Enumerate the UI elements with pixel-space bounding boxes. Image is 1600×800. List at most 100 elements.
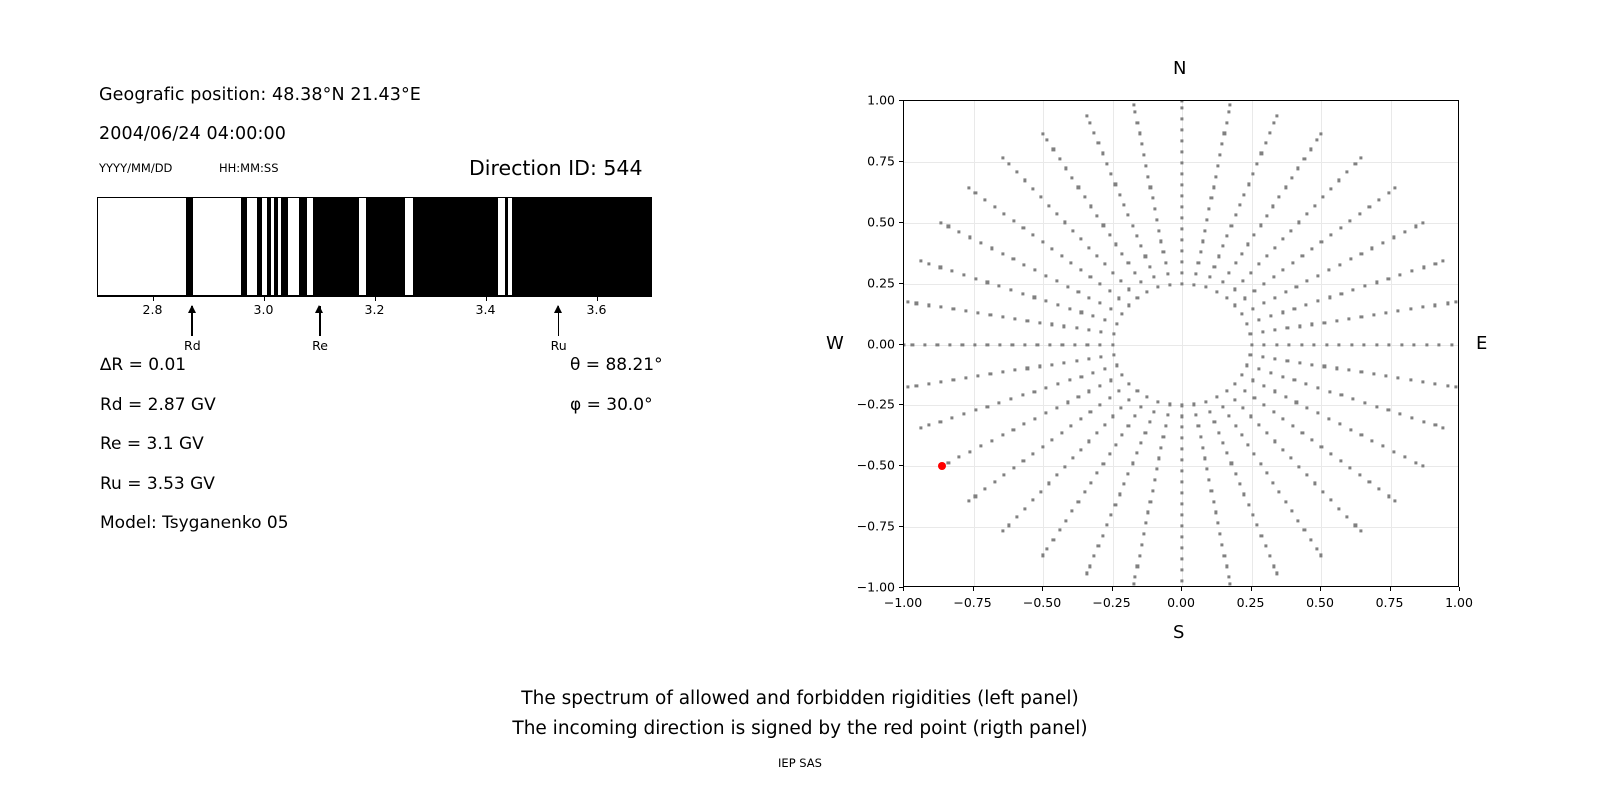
direction-point — [1377, 198, 1381, 202]
direction-point — [1283, 500, 1288, 504]
direction-point — [1058, 157, 1062, 161]
direction-point — [1345, 515, 1349, 519]
direction-point — [1087, 439, 1091, 444]
direction-point — [1095, 431, 1099, 435]
direction-point — [910, 342, 914, 347]
direction-point — [990, 246, 994, 250]
direction-point — [1305, 212, 1309, 216]
direction-point — [1070, 176, 1074, 180]
direction-point — [1316, 299, 1320, 303]
direction-point — [1215, 290, 1219, 294]
direction-point — [1298, 361, 1302, 365]
direction-point — [1316, 386, 1320, 390]
direction-point — [1113, 182, 1118, 186]
direction-point — [1363, 401, 1367, 405]
direction-point — [1001, 156, 1005, 160]
direction-point — [973, 191, 978, 195]
caption-line-1: The spectrum of allowed and forbidden ri… — [521, 688, 1079, 709]
direction-point — [1273, 328, 1277, 332]
direction-point — [1058, 528, 1062, 532]
direction-point — [1050, 247, 1054, 251]
direction-point — [1296, 166, 1300, 170]
direction-point — [1265, 471, 1269, 475]
direction-point — [1066, 285, 1070, 289]
direction-point — [1450, 342, 1454, 347]
direction-point — [1107, 396, 1112, 400]
direction-point — [968, 235, 972, 239]
direction-point — [1204, 400, 1208, 404]
direction-point — [1410, 269, 1414, 273]
direction-point — [1304, 303, 1308, 307]
direction-point — [1127, 287, 1131, 292]
direction-point — [1304, 382, 1308, 386]
direction-point — [1180, 216, 1184, 220]
direction-point — [1166, 272, 1170, 276]
direction-point — [1155, 467, 1159, 471]
direction-point — [1117, 296, 1121, 300]
direction-point — [1047, 203, 1051, 208]
direction-point — [1002, 473, 1006, 477]
direction-point — [1381, 241, 1385, 245]
direction-point — [1180, 128, 1184, 132]
direction-point — [951, 378, 955, 382]
x-axis-tick — [1042, 587, 1043, 591]
direction-point — [1180, 425, 1184, 429]
direction-point — [919, 426, 923, 430]
direction-point — [1329, 233, 1333, 237]
direction-point — [1393, 186, 1397, 190]
direction-point — [1372, 372, 1376, 376]
direction-point — [1240, 433, 1244, 437]
direction-point — [1139, 244, 1143, 248]
axis-tick — [374, 296, 376, 301]
y-axis-tick-label: −0.25 — [856, 396, 895, 412]
direction-point — [1146, 510, 1150, 514]
y-axis-tick — [899, 282, 903, 284]
direction-point — [1103, 318, 1107, 322]
direction-point — [1302, 157, 1306, 161]
direction-point — [1076, 395, 1081, 399]
direction-point — [974, 277, 978, 281]
direction-point — [950, 416, 954, 420]
direction-point — [1324, 342, 1329, 347]
direction-point — [1032, 389, 1036, 394]
direction-point — [1091, 371, 1095, 375]
direction-point — [1079, 237, 1083, 241]
direction-point — [1055, 279, 1059, 283]
direction-point — [1281, 448, 1285, 452]
direction-point — [1137, 553, 1142, 558]
direction-point — [1291, 424, 1295, 428]
direction-point — [1156, 285, 1160, 289]
geographic-position-label: Geografic position: 48.38°N 21.43°E — [99, 85, 421, 105]
direction-point — [1347, 368, 1351, 372]
direction-point — [1198, 250, 1203, 254]
direction-point — [1033, 417, 1037, 421]
direction-point — [1387, 342, 1391, 347]
direction-point — [1370, 246, 1374, 250]
direction-point — [1245, 363, 1249, 367]
direction-point — [1384, 311, 1388, 315]
direction-point — [1370, 439, 1374, 443]
direction-point — [1252, 233, 1256, 237]
direction-point — [1289, 456, 1293, 460]
direction-point — [1273, 357, 1277, 361]
direction-point — [1242, 193, 1246, 197]
direction-point — [1300, 431, 1304, 435]
direction-point — [1150, 196, 1155, 200]
direction-point — [1044, 411, 1048, 415]
direction-point — [1087, 296, 1091, 300]
direction-point — [1218, 532, 1222, 536]
direction-point — [1274, 342, 1279, 347]
direction-point — [1272, 120, 1276, 125]
direction-point — [1180, 183, 1184, 187]
direction-point — [1021, 393, 1025, 397]
direction-point — [1214, 175, 1218, 179]
direction-point — [1001, 370, 1005, 374]
direction-point — [1088, 410, 1093, 414]
direction-point — [1114, 443, 1118, 447]
direction-point — [1280, 374, 1285, 379]
direction-point — [1135, 389, 1139, 393]
forbidden-band — [313, 198, 359, 295]
direction-point — [985, 342, 989, 347]
direction-point — [1109, 306, 1113, 311]
direction-point — [1277, 195, 1281, 199]
